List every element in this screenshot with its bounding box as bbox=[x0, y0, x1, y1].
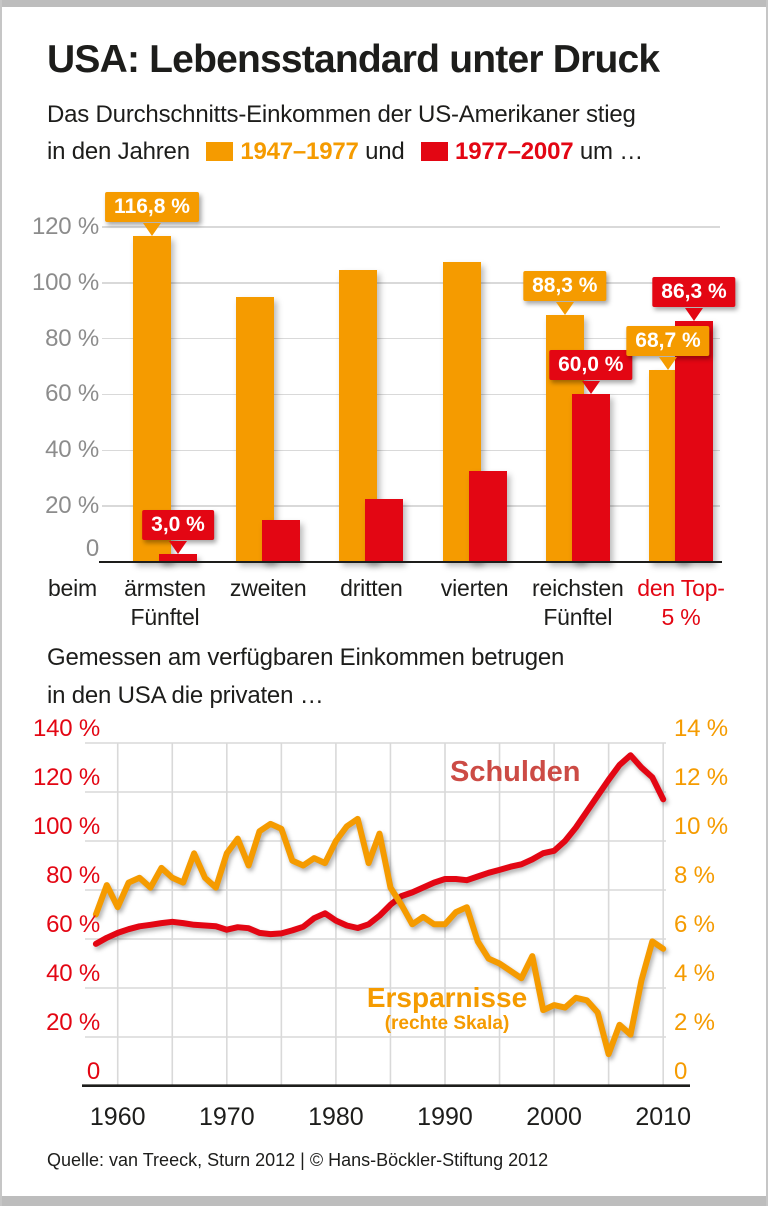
bar-y-tick-0: 0 bbox=[85, 535, 99, 562]
line-chart-svg bbox=[82, 742, 690, 1088]
callout-pointer bbox=[659, 357, 677, 371]
line-left-tick-80: 80 % bbox=[46, 862, 100, 889]
bar-red-0 bbox=[159, 553, 197, 562]
bar-gridline-20 bbox=[102, 505, 720, 507]
line-left-tick-0: 0 bbox=[86, 1058, 100, 1085]
callout-pointer bbox=[581, 381, 600, 395]
bar-y-tick-120: 120 % bbox=[31, 212, 99, 240]
page-title: USA: Lebensstandard unter Druck bbox=[47, 38, 660, 81]
bar-red-4 bbox=[571, 394, 610, 562]
callout-pointer bbox=[685, 308, 703, 322]
line-x-tick-1980: 1980 bbox=[308, 1103, 364, 1131]
bar-chart-income-growth: 120 % 100 % 80 % 60 % 40 % 20 % 0 116,8 % 3,0 % 8… bbox=[2, 180, 766, 640]
section2-line1: Gemessen am verfügbaren Einkommen betrug… bbox=[47, 644, 565, 671]
bar-y-tick-20: 20 % bbox=[45, 492, 99, 520]
line-chart-debt-savings: 140 % 120 % 100 % 80 % 60 % 40 % 20 % 0 14 % 12 %… bbox=[2, 700, 766, 1160]
line-left-tick-140: 140 % bbox=[32, 715, 100, 742]
bar-y-tick-80: 80 % bbox=[45, 324, 99, 352]
line-x-tick-1970: 1970 bbox=[199, 1103, 255, 1131]
line-right-tick-10: 10 % bbox=[674, 813, 728, 840]
frame-bottom-band bbox=[2, 1196, 766, 1206]
bar-red-5 bbox=[675, 321, 713, 562]
callout-600: 60,0 % bbox=[549, 350, 633, 381]
line-left-tick-60: 60 % bbox=[46, 911, 100, 938]
bar-gridline-40 bbox=[102, 449, 720, 452]
line-x-tick-1960: 1960 bbox=[89, 1103, 146, 1131]
bar-gridline-120 bbox=[102, 226, 720, 228]
subtitle-tail: um … bbox=[579, 138, 644, 165]
bar-red-1 bbox=[262, 520, 301, 562]
callout-1168: 116,8 % bbox=[105, 191, 199, 222]
line-x-tick-1990: 1990 bbox=[417, 1103, 473, 1131]
line-x-tick-2010: 2010 bbox=[635, 1103, 691, 1131]
line-left-tick-100: 100 % bbox=[32, 813, 100, 840]
subtitle-and: und bbox=[365, 138, 405, 165]
bar-red-3 bbox=[468, 471, 507, 562]
rechte-skala-note: (rechte Skala) bbox=[384, 1013, 510, 1034]
bar-y-tick-100: 100 % bbox=[31, 268, 99, 296]
callout-863: 86,3 % bbox=[652, 277, 736, 308]
bar-red-2 bbox=[365, 499, 404, 562]
subtitle-lead: in den Jahren bbox=[47, 138, 190, 165]
line-right-tick-14: 14 % bbox=[674, 715, 728, 742]
line-left-tick-20: 20 % bbox=[46, 1009, 100, 1036]
series-line-schulden bbox=[92, 752, 667, 947]
bar-gridline-60 bbox=[102, 393, 720, 396]
bar-baseline bbox=[99, 560, 722, 564]
legend-swatch-red bbox=[421, 142, 449, 161]
line-left-tick-40: 40 % bbox=[46, 960, 100, 987]
bar-x-label-5: den Top- 5 % bbox=[637, 575, 725, 630]
line-right-tick-6: 6 % bbox=[674, 911, 715, 938]
subtitle-line2: in den Jahren 1947–1977 und 1977–2007 um… bbox=[47, 138, 747, 166]
line-right-tick-8: 8 % bbox=[674, 862, 715, 889]
frame-top-band bbox=[2, 0, 766, 7]
callout-687: 68,7 % bbox=[626, 326, 710, 357]
subtitle-line1: Das Durchschnitts-Einkommen der US-Ameri… bbox=[47, 101, 636, 128]
section2-line2: in den USA die privaten … bbox=[47, 682, 324, 709]
line-right-tick-4: 4 % bbox=[674, 960, 715, 987]
line-x-tick-2000: 2000 bbox=[526, 1103, 582, 1131]
bar-x-label-1: zweiten bbox=[229, 575, 307, 601]
series-line-ersparnisse bbox=[92, 815, 667, 1058]
bar-orange-1 bbox=[236, 297, 275, 562]
source-credit: Quelle: van Treeck, Sturn 2012 | © Hans-… bbox=[47, 1150, 549, 1170]
line-right-tick-0: 0 bbox=[674, 1058, 688, 1085]
bar-x-label-2: dritten bbox=[340, 575, 403, 601]
line-left-tick-120: 120 % bbox=[32, 764, 100, 791]
line-right-tick-2: 2 % bbox=[674, 1009, 715, 1036]
callout-pointer bbox=[555, 302, 574, 316]
bar-x-label-4: reichsten Fünftel bbox=[532, 575, 624, 630]
bar-gridline-80 bbox=[102, 337, 720, 340]
legend-label-1977-2007: 1977–2007 bbox=[455, 138, 574, 165]
bar-x-label-3: vierten bbox=[440, 575, 509, 601]
bar-x-label-0: ärmsten Fünftel bbox=[124, 575, 206, 630]
callout-pointer bbox=[143, 222, 161, 236]
line-right-tick-12: 12 % bbox=[674, 764, 728, 791]
legend-label-1947-1977: 1947–1977 bbox=[240, 138, 359, 165]
ersparnisse-series-label: Ersparnisse bbox=[366, 982, 528, 1013]
callout-30: 3,0 % bbox=[142, 509, 214, 540]
callout-883: 88,3 % bbox=[523, 271, 607, 302]
bar-gridline-100 bbox=[102, 282, 720, 284]
bar-orange-0 bbox=[133, 235, 171, 562]
schulden-series-label: Schulden bbox=[450, 756, 581, 788]
bar-y-tick-60: 60 % bbox=[45, 380, 99, 408]
callout-pointer bbox=[169, 540, 187, 554]
bar-y-tick-40: 40 % bbox=[45, 436, 99, 464]
legend-swatch-orange bbox=[206, 142, 234, 161]
bar-x-label-intro: beim bbox=[47, 575, 97, 601]
